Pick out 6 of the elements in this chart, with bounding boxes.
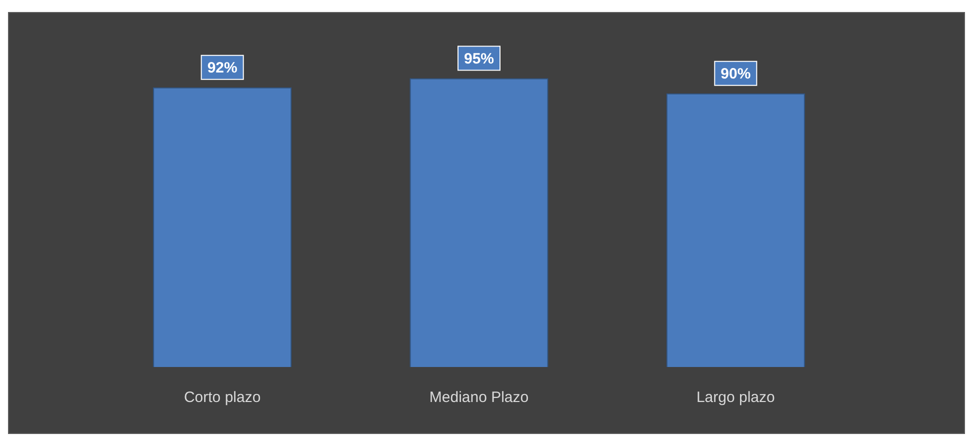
data-label: 95% xyxy=(464,50,494,68)
x-tick-label: Largo plazo xyxy=(696,389,775,406)
data-label: 92% xyxy=(207,59,238,76)
x-tick-label: Mediano Plazo xyxy=(429,389,529,406)
data-label: 90% xyxy=(720,66,751,83)
x-tick-label: Corto plazo xyxy=(184,389,261,406)
